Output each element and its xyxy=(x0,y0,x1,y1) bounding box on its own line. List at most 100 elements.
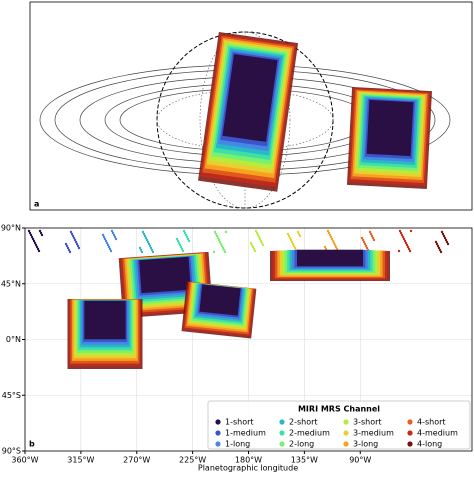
footprint-dot xyxy=(37,249,41,253)
footprint-dot xyxy=(221,246,225,250)
footprint-dot xyxy=(363,242,367,246)
footprint-dot xyxy=(402,237,406,241)
footprint-dot xyxy=(434,240,438,244)
footprint-dot xyxy=(71,234,75,238)
footprint-dot xyxy=(400,233,404,237)
footprint-dot xyxy=(369,232,373,236)
footprint-dot xyxy=(70,232,74,236)
footprint-dot xyxy=(446,242,450,246)
footprint-dot xyxy=(72,236,76,240)
footprint-dot xyxy=(34,243,38,247)
footprint-dot xyxy=(187,239,191,243)
footprint-dot xyxy=(365,246,369,250)
footprint-dot xyxy=(224,230,228,234)
footprint-dot xyxy=(254,229,258,233)
footprint-dot xyxy=(442,234,446,238)
footprint-dot xyxy=(290,240,294,244)
footprint xyxy=(297,249,363,267)
footprint-dot xyxy=(253,249,257,253)
footprint-dot xyxy=(397,249,401,253)
footprint-dot xyxy=(176,239,180,243)
footprint-dot xyxy=(150,248,154,252)
footprints xyxy=(27,229,450,369)
footprint-dot xyxy=(38,229,42,233)
footprint-dot xyxy=(112,233,116,237)
footprint-dot xyxy=(144,236,148,240)
legend-marker xyxy=(407,441,413,447)
footprint-dot xyxy=(259,239,263,243)
footprint-dot xyxy=(324,247,328,251)
footprint-dot xyxy=(106,243,110,247)
x-tick-label: 90°W xyxy=(349,456,371,465)
footprint-dot xyxy=(368,230,372,234)
x-tick-label: 270°W xyxy=(123,456,150,465)
footprint-dot xyxy=(185,235,189,239)
footprint-dot xyxy=(109,249,113,253)
footprint xyxy=(199,284,241,316)
footprint-dot xyxy=(250,243,254,247)
footprint-dot xyxy=(289,238,293,242)
footprint-dot xyxy=(32,239,36,243)
footprint-dot xyxy=(39,231,43,235)
footprint-dot xyxy=(329,235,333,239)
footprint-dot xyxy=(401,235,405,239)
footprint-dot xyxy=(182,229,186,233)
footprint-dot xyxy=(140,250,144,254)
legend-label: 3-short xyxy=(353,418,382,427)
footprint-dot xyxy=(215,234,219,238)
legend-label: 1-long xyxy=(225,440,250,449)
footprint-dot xyxy=(214,232,218,236)
footprint-dot xyxy=(441,232,445,236)
footprint-dot xyxy=(327,231,331,235)
legend-label: 3-long xyxy=(353,440,378,449)
footprint-dot xyxy=(73,238,77,242)
footprint-dot xyxy=(288,236,292,240)
footprint-dot xyxy=(212,250,216,254)
footprint-dot xyxy=(184,233,188,237)
x-tick-label: 315°W xyxy=(67,456,94,465)
footprint xyxy=(366,99,414,157)
footprint-dot xyxy=(364,244,368,248)
footprint-dot xyxy=(141,230,145,234)
footprint-dot xyxy=(29,233,33,237)
footprint-dot xyxy=(323,245,327,249)
footprint-dot xyxy=(223,250,227,254)
legend-marker xyxy=(215,430,221,436)
x-tick-label: 360°W xyxy=(11,456,38,465)
footprint-dot xyxy=(326,229,330,233)
footprint-dot xyxy=(296,230,300,234)
footprint-dot xyxy=(147,242,151,246)
footprint-dot xyxy=(332,241,336,245)
footprint-dot xyxy=(186,237,190,241)
footprint-dot xyxy=(251,245,255,249)
footprint-dot xyxy=(372,238,376,242)
footprint-dot xyxy=(33,241,37,245)
footprint-dot xyxy=(103,237,107,241)
y-tick-label: 90°N xyxy=(1,224,21,233)
footprint-dot xyxy=(256,233,260,237)
footprint-dot xyxy=(360,236,364,240)
footprint-dot xyxy=(148,244,152,248)
footprint-dot xyxy=(435,242,439,246)
footprint-dot xyxy=(65,244,69,248)
footprint-dot xyxy=(180,247,184,251)
footprint-dot xyxy=(76,244,80,248)
footprint-dot xyxy=(298,234,302,238)
legend-marker xyxy=(215,441,221,447)
footprint-dot xyxy=(138,246,142,250)
footprint-dot xyxy=(139,248,143,252)
footprint-dot xyxy=(113,235,117,239)
footprint-dot xyxy=(287,234,291,238)
footprint-dot xyxy=(104,239,108,243)
footprint-dot xyxy=(36,247,40,251)
footprint-dot xyxy=(334,245,338,249)
footprint-dot xyxy=(438,248,442,252)
legend-label: 4-short xyxy=(417,418,446,427)
footprint xyxy=(84,300,126,340)
footprint-dot xyxy=(77,246,81,250)
footprint-dot xyxy=(108,247,112,251)
footprint-dot xyxy=(151,250,155,254)
legend-marker xyxy=(279,441,285,447)
footprint-dot xyxy=(330,237,334,241)
